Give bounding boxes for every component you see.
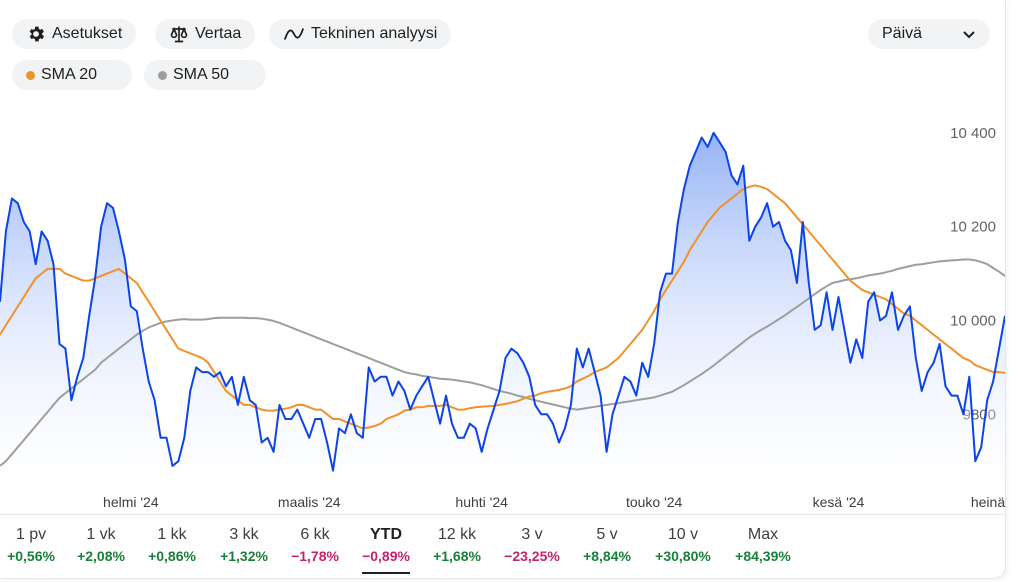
period-tab-1-pv[interactable]: 1 pv +0,56% [7, 524, 55, 566]
period-tab-3-kk[interactable]: 3 kk +1,32% [220, 524, 268, 566]
sma50-color-dot [158, 70, 167, 80]
y-tick-label: 10 400 [950, 125, 996, 142]
period-tab-6-kk[interactable]: 6 kk −1,78% [291, 524, 339, 566]
period-change: −1,78% [291, 548, 339, 564]
y-tick-label: 10 200 [950, 219, 996, 236]
indicator-sma50-label: SMA 50 [173, 66, 230, 83]
period-change: −23,25% [504, 548, 560, 564]
period-label: 10 v [667, 526, 699, 543]
period-change: +0,56% [7, 548, 55, 564]
period-label: 1 kk [157, 526, 187, 543]
period-label: 12 kk [437, 526, 477, 543]
x-tick-label: huhti '24 [455, 494, 508, 510]
sma20-color-dot [26, 70, 35, 80]
y-tick-label: 10 000 [950, 312, 996, 329]
indicator-sma50[interactable]: SMA 50 [144, 60, 266, 90]
divider [0, 514, 1005, 515]
period-label: Max [747, 526, 779, 543]
trend-line-icon [283, 24, 305, 44]
period-tab-max[interactable]: Max +84,39% [735, 524, 791, 566]
period-label: YTD [370, 526, 402, 543]
indicator-sma20-label: SMA 20 [41, 66, 98, 83]
period-tab-1-kk[interactable]: 1 kk +0,86% [148, 524, 196, 566]
period-label: 6 kk [300, 526, 330, 543]
x-tick-label: heinä '24 [971, 494, 1005, 510]
period-change: +30,80% [655, 548, 711, 564]
x-axis: helmi '24 maalis '24 huhti '24 touko '24 kes… [103, 494, 1005, 510]
indicator-sma20[interactable]: SMA 20 [12, 60, 132, 90]
period-tab-ytd[interactable]: YTD −0,89% [362, 524, 410, 574]
period-change: +0,86% [148, 548, 196, 564]
price-area-fill [0, 132, 1005, 485]
period-change: +1,68% [433, 548, 481, 564]
period-change: −0,89% [362, 548, 410, 564]
interval-select[interactable]: Päivä [868, 19, 990, 49]
x-tick-label: kesä '24 [813, 494, 865, 510]
period-tab-12-kk[interactable]: 12 kk +1,68% [433, 524, 481, 566]
period-tab-3-v[interactable]: 3 v −23,25% [504, 524, 560, 566]
period-change: +1,32% [220, 548, 268, 564]
x-tick-label: touko '24 [626, 494, 683, 510]
interval-value: Päivä [882, 25, 923, 42]
compare-label: Vertaa [195, 25, 242, 42]
technical-analysis-label: Tekninen analyysi [311, 25, 438, 42]
settings-button[interactable]: Asetukset [12, 19, 137, 49]
period-tab-1-vk[interactable]: 1 vk +2,08% [77, 524, 125, 566]
active-underline [362, 572, 410, 574]
period-label: 1 vk [86, 526, 116, 543]
period-change: +84,39% [735, 548, 791, 564]
sma20-line [0, 184, 1005, 430]
x-tick-label: maalis '24 [278, 494, 341, 510]
period-label: 1 pv [15, 526, 47, 543]
technical-analysis-button[interactable]: Tekninen analyysi [269, 19, 452, 49]
period-change: +8,84% [583, 548, 631, 564]
gear-icon [26, 24, 46, 44]
chevron-down-icon [962, 27, 976, 41]
scale-icon [169, 24, 189, 44]
period-label: 5 v [596, 526, 618, 543]
period-change: +2,08% [77, 548, 125, 564]
sma50-line [0, 258, 1005, 467]
period-tab-10-v[interactable]: 10 v +30,80% [655, 524, 711, 566]
period-tab-5-v[interactable]: 5 v +8,84% [583, 524, 631, 566]
price-line [0, 131, 1005, 472]
period-label: 3 v [521, 526, 543, 543]
settings-label: Asetukset [52, 25, 123, 42]
period-label: 3 kk [229, 526, 259, 543]
x-tick-label: helmi '24 [103, 494, 159, 510]
compare-button[interactable]: Vertaa [155, 19, 256, 49]
